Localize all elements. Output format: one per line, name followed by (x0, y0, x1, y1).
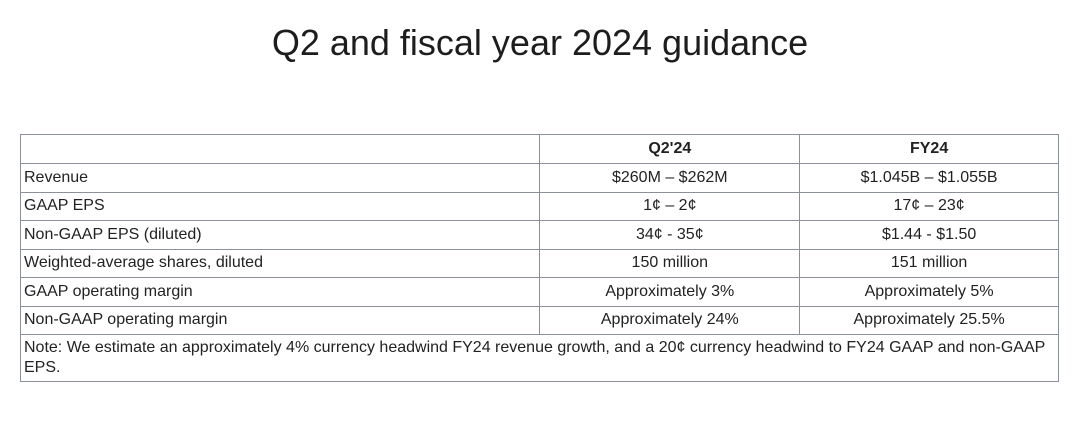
page-title: Q2 and fiscal year 2024 guidance (271, 22, 809, 63)
header-fy24: FY24 (799, 134, 1059, 164)
q2-24-value: 1¢ – 2¢ (539, 191, 801, 221)
row-label: Revenue (19, 163, 541, 193)
q2-24-value: 150 million (539, 248, 801, 278)
fy24-value: 17¢ – 23¢ (799, 191, 1059, 221)
header-q2-24: Q2'24 (539, 134, 801, 164)
fy24-value: Approximately 25.5% (799, 305, 1059, 335)
q2-24-value: $260M – $262M (539, 163, 801, 193)
fy24-value: $1.045B – $1.055B (799, 163, 1059, 193)
row-label: GAAP EPS (19, 191, 541, 221)
note-row: Note: We estimate an approximately 4% cu… (20, 334, 1059, 382)
table-row: Weighted-average shares, diluted 150 mill… (19, 248, 1059, 278)
note-text: Note: We estimate an approximately 4% cu… (20, 334, 1059, 382)
guidance-table: Q2'24 FY24 Revenue $260M – $262M $1.045B –… (19, 134, 1059, 382)
row-label: Weighted-average shares, diluted (19, 248, 541, 278)
row-label: Non-GAAP operating margin (19, 305, 541, 335)
q2-24-value: Approximately 24% (539, 305, 801, 335)
row-label: Non-GAAP EPS (diluted) (19, 220, 541, 250)
fy24-value: 151 million (799, 248, 1059, 278)
q2-24-value: Approximately 3% (539, 277, 801, 307)
table-header-row: Q2'24 FY24 (19, 134, 1059, 164)
table-row: Revenue $260M – $262M $1.045B – $1.055B (19, 163, 1059, 193)
fy24-value: $1.44 - $1.50 (799, 220, 1059, 250)
table-row: Non-GAAP operating margin Approximately 2… (19, 305, 1059, 335)
table-row: GAAP operating margin Approximately 3% App… (19, 277, 1059, 307)
row-label: GAAP operating margin (19, 277, 541, 307)
table-row: GAAP EPS 1¢ – 2¢ 17¢ – 23¢ (19, 191, 1059, 221)
q2-24-value: 34¢ - 35¢ (539, 220, 801, 250)
header-empty (19, 134, 541, 164)
table-row: Non-GAAP EPS (diluted) 34¢ - 35¢ $1.44 - $… (19, 220, 1059, 250)
fy24-value: Approximately 5% (799, 277, 1059, 307)
